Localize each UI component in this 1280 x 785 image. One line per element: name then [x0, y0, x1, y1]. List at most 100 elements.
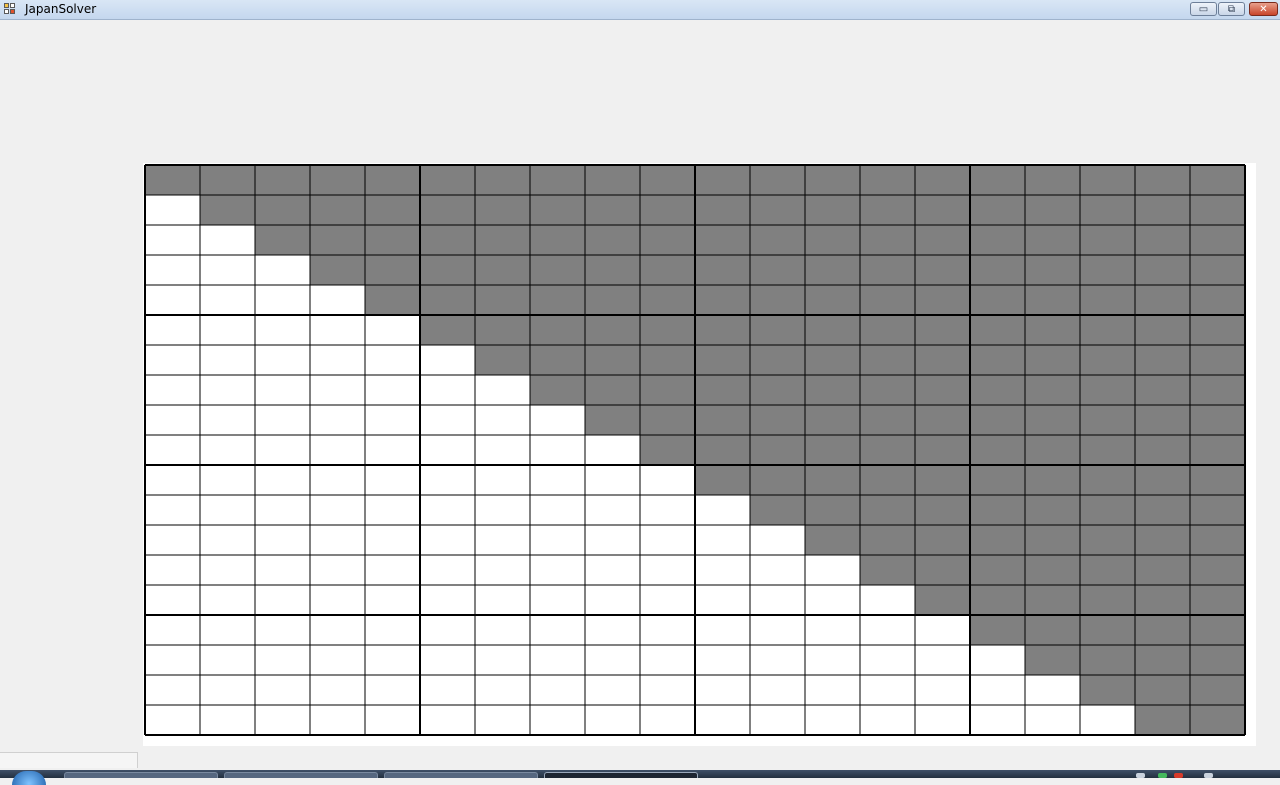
grid-cell-filled[interactable]	[420, 165, 475, 195]
grid-cell-empty[interactable]	[420, 405, 475, 435]
grid-cell-filled[interactable]	[860, 315, 915, 345]
grid-cell-filled[interactable]	[530, 285, 585, 315]
grid-cell-filled[interactable]	[530, 195, 585, 225]
grid-cell-empty[interactable]	[255, 675, 310, 705]
grid-cell-filled[interactable]	[805, 435, 860, 465]
grid-cell-filled[interactable]	[750, 345, 805, 375]
grid-cell-empty[interactable]	[200, 375, 255, 405]
grid-cell-empty[interactable]	[640, 615, 695, 645]
grid-cell-empty[interactable]	[365, 645, 420, 675]
grid-cell-empty[interactable]	[145, 255, 200, 285]
grid-cell-filled[interactable]	[750, 165, 805, 195]
grid-cell-filled[interactable]	[1135, 585, 1190, 615]
grid-cell-empty[interactable]	[145, 525, 200, 555]
grid-cell-empty[interactable]	[365, 465, 420, 495]
grid-cell-filled[interactable]	[640, 345, 695, 375]
grid-cell-empty[interactable]	[310, 495, 365, 525]
grid-cell-empty[interactable]	[530, 495, 585, 525]
grid-cell-empty[interactable]	[750, 585, 805, 615]
grid-cell-empty[interactable]	[200, 525, 255, 555]
grid-cell-empty[interactable]	[640, 555, 695, 585]
grid-cell-filled[interactable]	[310, 195, 365, 225]
grid-cell-empty[interactable]	[145, 645, 200, 675]
grid-cell-empty[interactable]	[255, 255, 310, 285]
grid-cell-filled[interactable]	[750, 315, 805, 345]
grid-cell-empty[interactable]	[530, 645, 585, 675]
grid-cell-filled[interactable]	[310, 165, 365, 195]
grid-cell-filled[interactable]	[1135, 615, 1190, 645]
grid-cell-empty[interactable]	[145, 555, 200, 585]
grid-cell-empty[interactable]	[365, 615, 420, 645]
grid-cell-filled[interactable]	[860, 345, 915, 375]
grid-cell-filled[interactable]	[1080, 375, 1135, 405]
grid-cell-filled[interactable]	[915, 255, 970, 285]
grid-cell-filled[interactable]	[255, 195, 310, 225]
grid-cell-empty[interactable]	[805, 555, 860, 585]
grid-cell-empty[interactable]	[475, 435, 530, 465]
grid-cell-empty[interactable]	[530, 465, 585, 495]
grid-cell-filled[interactable]	[255, 225, 310, 255]
grid-cell-filled[interactable]	[695, 225, 750, 255]
grid-cell-filled[interactable]	[420, 285, 475, 315]
grid-cell-filled[interactable]	[695, 405, 750, 435]
grid-cell-filled[interactable]	[530, 255, 585, 285]
grid-cell-empty[interactable]	[420, 705, 475, 735]
grid-cell-empty[interactable]	[420, 585, 475, 615]
grid-cell-empty[interactable]	[475, 465, 530, 495]
grid-cell-filled[interactable]	[1025, 255, 1080, 285]
grid-cell-filled[interactable]	[1190, 345, 1245, 375]
grid-cell-empty[interactable]	[860, 615, 915, 645]
grid-cell-empty[interactable]	[750, 705, 805, 735]
grid-cell-empty[interactable]	[585, 675, 640, 705]
grid-cell-filled[interactable]	[970, 525, 1025, 555]
grid-cell-filled[interactable]	[1190, 405, 1245, 435]
grid-cell-filled[interactable]	[1190, 285, 1245, 315]
grid-cell-empty[interactable]	[475, 525, 530, 555]
grid-cell-filled[interactable]	[1135, 705, 1190, 735]
grid-cell-filled[interactable]	[1080, 255, 1135, 285]
grid-cell-empty[interactable]	[530, 585, 585, 615]
tray-alert-icon[interactable]	[1174, 773, 1183, 778]
grid-cell-filled[interactable]	[1190, 165, 1245, 195]
grid-cell-filled[interactable]	[585, 195, 640, 225]
grid-cell-filled[interactable]	[1135, 285, 1190, 315]
grid-cell-empty[interactable]	[695, 495, 750, 525]
grid-cell-empty[interactable]	[420, 465, 475, 495]
grid-cell-filled[interactable]	[1080, 585, 1135, 615]
grid-cell-filled[interactable]	[420, 315, 475, 345]
grid-cell-filled[interactable]	[1025, 585, 1080, 615]
grid-cell-filled[interactable]	[585, 255, 640, 285]
grid-cell-empty[interactable]	[915, 645, 970, 675]
grid-cell-empty[interactable]	[860, 585, 915, 615]
grid-cell-empty[interactable]	[200, 645, 255, 675]
grid-cell-empty[interactable]	[145, 285, 200, 315]
grid-cell-empty[interactable]	[585, 465, 640, 495]
grid-cell-filled[interactable]	[1190, 495, 1245, 525]
grid-cell-empty[interactable]	[805, 615, 860, 645]
grid-cell-filled[interactable]	[750, 435, 805, 465]
grid-cell-filled[interactable]	[750, 255, 805, 285]
tray-status-icon[interactable]	[1158, 773, 1167, 778]
grid-cell-empty[interactable]	[365, 435, 420, 465]
grid-cell-empty[interactable]	[310, 345, 365, 375]
grid-cell-filled[interactable]	[915, 465, 970, 495]
grid-cell-empty[interactable]	[695, 705, 750, 735]
grid-cell-filled[interactable]	[915, 165, 970, 195]
grid-cell-empty[interactable]	[145, 195, 200, 225]
grid-cell-filled[interactable]	[860, 375, 915, 405]
grid-cell-filled[interactable]	[475, 165, 530, 195]
grid-cell-filled[interactable]	[1080, 435, 1135, 465]
grid-cell-filled[interactable]	[1135, 465, 1190, 495]
grid-cell-empty[interactable]	[200, 615, 255, 645]
grid-cell-filled[interactable]	[1080, 165, 1135, 195]
grid-cell-filled[interactable]	[1135, 645, 1190, 675]
grid-cell-filled[interactable]	[1135, 675, 1190, 705]
grid-cell-empty[interactable]	[420, 555, 475, 585]
grid-cell-filled[interactable]	[1190, 645, 1245, 675]
grid-cell-empty[interactable]	[255, 315, 310, 345]
grid-cell-filled[interactable]	[970, 255, 1025, 285]
grid-cell-empty[interactable]	[695, 585, 750, 615]
grid-cell-filled[interactable]	[860, 465, 915, 495]
grid-cell-empty[interactable]	[915, 615, 970, 645]
grid-cell-empty[interactable]	[585, 705, 640, 735]
